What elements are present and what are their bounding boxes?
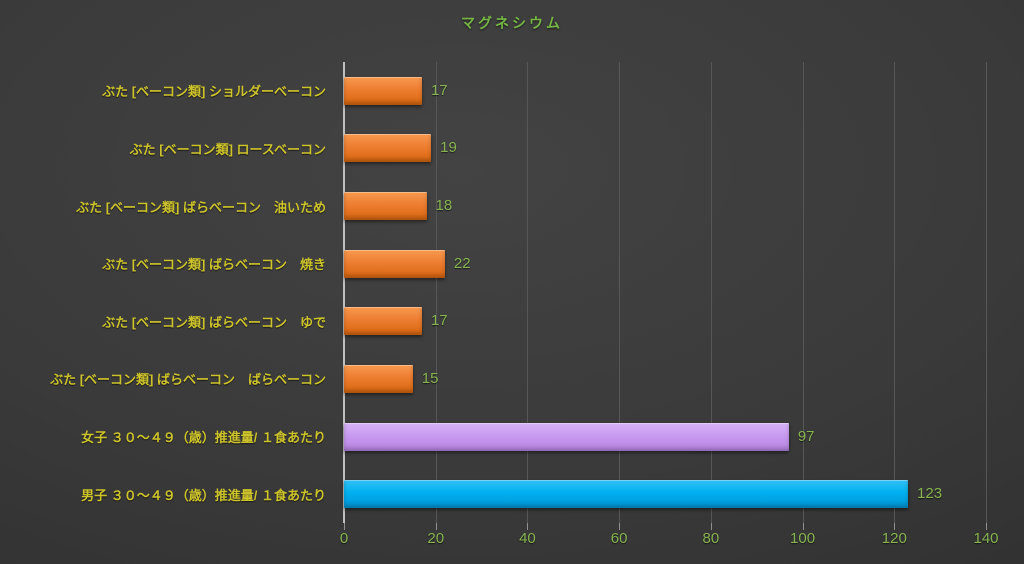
category-label: ぶた [ベーコン類] ばらベーコン 油いため [76,199,326,215]
bar-purple [344,422,789,451]
category-label: 女子 ３０～４９（歳）推進量/ １食あたり [81,430,326,446]
bar-orange [344,76,422,105]
category-label: ぶた [ベーコン類] ショルダーベーコン [102,84,326,100]
value-label: 15 [421,369,439,387]
axis-tick-mark [435,523,437,530]
category-label: 男子 ３０～４９（歳）推進量/ １食あたり [81,487,326,503]
value-label: 18 [435,197,453,215]
category-label: ぶた [ベーコン類] ばらベーコン 焼き [102,257,326,273]
value-label: 97 [797,427,815,445]
bar-orange [344,307,422,336]
x-axis-tick-label: 20 [427,530,445,547]
chart-title: マグネシウム [461,15,563,31]
axis-tick-mark [894,523,896,530]
category-axis-labels: ぶた [ベーコン類] ショルダーベーコンぶた [ベーコン類] ロースベーコンぶた… [0,62,336,523]
value-label: 19 [440,139,457,157]
plot-area: 17 19 18 22 17 15 97 123 [343,62,987,530]
gridline [527,62,529,523]
axis-tick-mark [802,523,804,530]
bar-orange [344,192,427,221]
value-axis-line [343,62,345,523]
gridline [986,62,987,523]
category-label: ぶた [ベーコン類] ばらベーコン ばらベーコン [50,372,326,388]
category-label: ぶた [ベーコン類] ロースベーコン [129,141,326,157]
axis-tick-mark [527,523,529,530]
gridline [435,62,437,523]
x-axis-tick-label: 120 [881,530,907,547]
gridline [619,62,621,523]
bar-orange [344,364,413,393]
value-label: 123 [917,485,943,503]
axis-tick-mark [986,523,987,530]
x-axis-tick-label: 40 [519,530,536,547]
gridline [710,62,712,523]
x-axis-tick-label: 0 [339,530,349,547]
value-label: 22 [453,254,471,272]
gridline [894,62,896,523]
bar-orange [344,249,445,278]
axis-tick-mark [710,523,712,530]
bar-blue [344,480,909,509]
axis-tick-mark [619,523,621,530]
x-axis-tick-label: 80 [702,530,720,547]
bar-orange [344,134,432,163]
gridline [802,62,804,523]
x-axis-tick-label: 140 [973,530,999,547]
x-axis-tick-label: 60 [610,530,628,547]
value-label: 17 [430,312,448,330]
category-label: ぶた [ベーコン類] ばらベーコン ゆで [102,314,326,330]
x-axis-tick-label: 100 [790,530,816,547]
value-label: 17 [430,81,448,99]
axis-tick-mark [344,523,345,530]
